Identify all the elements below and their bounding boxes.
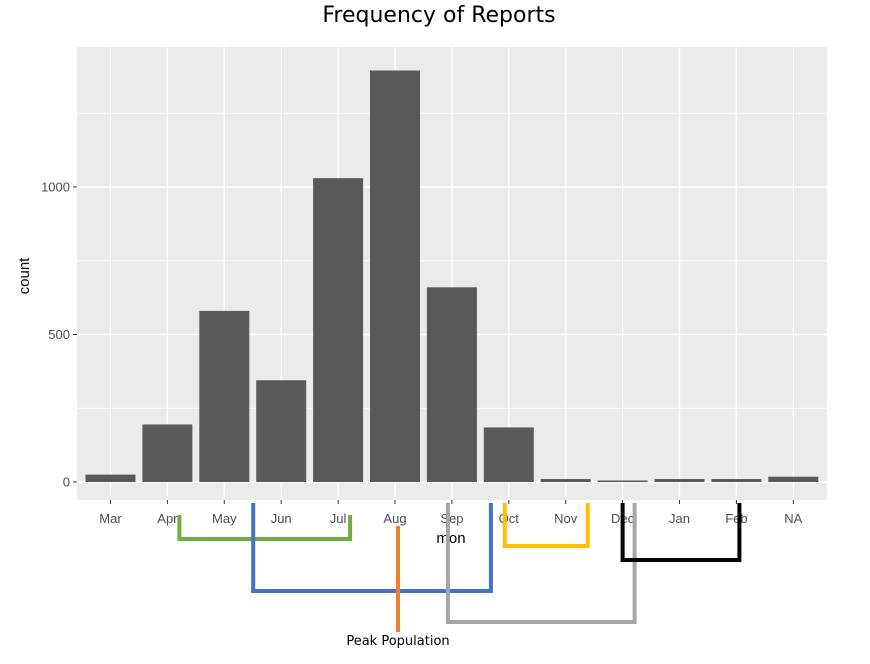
bar-dec [597, 480, 648, 483]
bracket-gold [502, 503, 590, 548]
x-tick-label: Aug [383, 511, 406, 526]
x-tick-label: Apr [157, 511, 178, 526]
x-tick-label: Jun [271, 511, 292, 526]
annotations: Peak Population [177, 503, 742, 649]
x-tick-label: NA [784, 511, 802, 526]
bar-jun [256, 380, 307, 482]
bar-mar [85, 474, 136, 482]
x-tick-label: Jul [330, 511, 347, 526]
bracket-green [177, 515, 353, 541]
x-tick-label: Feb [725, 511, 747, 526]
chart-title: Frequency of Reports [322, 3, 555, 28]
x-tick-label: Sep [440, 511, 463, 526]
bar-apr [142, 424, 193, 482]
x-axis: Mar Apr May Jun Jul Aug Sep Oct Nov Dec Jan Feb NA [99, 500, 803, 526]
x-tick-label: May [212, 511, 237, 526]
x-tick-label: Mar [99, 511, 122, 526]
bracket-blue [251, 503, 493, 593]
bar-sep [426, 287, 477, 482]
y-tick-label: 1000 [41, 180, 70, 195]
bracket-black [620, 503, 742, 562]
y-axis: 0 500 1000 [41, 180, 77, 490]
y-tick-label: 500 [48, 327, 70, 342]
bar-aug [370, 70, 420, 482]
bar-feb [711, 479, 762, 482]
bar-na [768, 476, 819, 482]
x-tick-label: Oct [499, 511, 520, 526]
y-tick-label: 0 [63, 475, 70, 490]
bar-may [199, 310, 250, 482]
x-tick-label: Jan [669, 511, 690, 526]
x-tick-label: Nov [554, 511, 578, 526]
bar-jan [654, 479, 705, 482]
y-axis-title: count [16, 257, 33, 295]
x-axis-title: mon [436, 530, 465, 547]
bracket-gray [445, 503, 637, 624]
annotation-label: Peak Population [346, 634, 449, 649]
bar-nov [540, 479, 591, 482]
bar-jul [313, 178, 364, 482]
bars [85, 70, 819, 483]
bar-oct [483, 427, 534, 482]
